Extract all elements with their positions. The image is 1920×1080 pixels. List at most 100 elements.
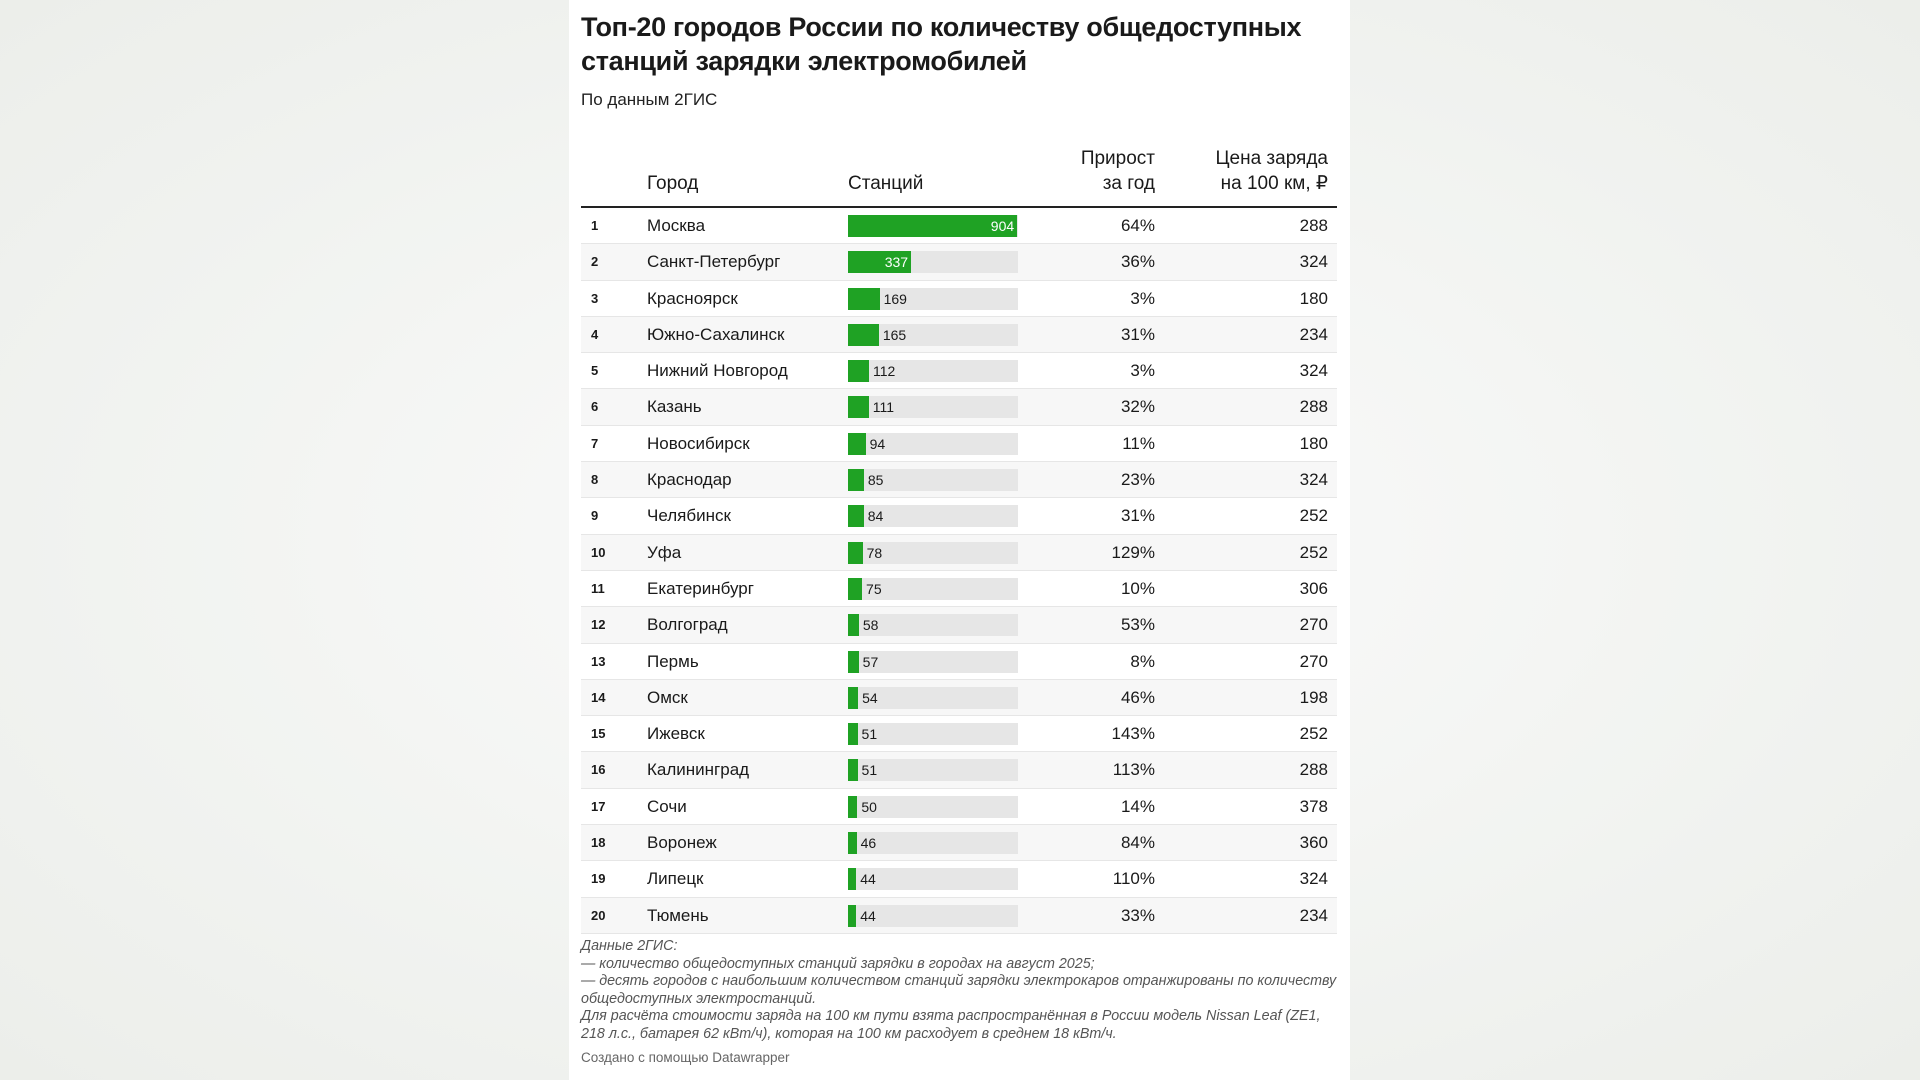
footnote-line: — количество общедоступных станций заряд… xyxy=(581,955,1095,972)
city-cell: Южно-Сахалинск xyxy=(647,324,785,344)
stations-bar-track: 58 xyxy=(848,614,1018,637)
price-cell: 234 xyxy=(1299,324,1328,344)
stations-bar xyxy=(848,868,857,891)
stations-bar-track: 84 xyxy=(848,505,1018,528)
stations-bar-track: 904 xyxy=(848,215,1018,237)
header-growth-line1: Прирост xyxy=(1080,148,1155,169)
table-body: 1 Москва 904 64% 288 2 Санкт-Петербург 337 36% 32… xyxy=(581,208,1337,934)
city-cell: Липецк xyxy=(647,869,704,889)
table-row: 5 Нижний Новгород 112 3% 324 xyxy=(581,353,1337,390)
credit-text: Создано с помощью Datawrapper xyxy=(581,1050,790,1065)
footnotes: Данные 2ГИС: — количество общедоступных … xyxy=(581,938,1341,1044)
stations-value-label: 94 xyxy=(869,435,886,452)
stations-bar xyxy=(848,215,1018,237)
stations-bar xyxy=(848,323,879,346)
rank-cell: 12 xyxy=(591,617,606,633)
rank-cell: 20 xyxy=(591,907,606,923)
stations-bar-track: 57 xyxy=(848,650,1018,673)
stations-bar-track: 44 xyxy=(848,904,1018,927)
rank-cell: 11 xyxy=(591,580,605,596)
city-cell: Уфа xyxy=(647,542,682,562)
stations-value-label: 112 xyxy=(872,363,896,380)
stations-value-label: 54 xyxy=(862,689,878,706)
city-cell: Нижний Новгород xyxy=(647,361,788,381)
table-row: 2 Санкт-Петербург 337 36% 324 xyxy=(581,244,1337,281)
table-row: 10 Уфа 78 129% 252 xyxy=(581,534,1337,571)
stations-value-label: 78 xyxy=(866,544,883,561)
header-price: Цена заряда на 100 км, ₽ xyxy=(1215,146,1328,196)
city-cell: Краснодар xyxy=(647,470,732,490)
stations-bar xyxy=(848,360,869,383)
growth-cell: 10% xyxy=(1120,578,1155,598)
rank-cell: 8 xyxy=(591,472,599,488)
city-cell: Сочи xyxy=(647,796,687,816)
table-row: 19 Липецк 44 110% 324 xyxy=(581,861,1337,898)
stations-bar xyxy=(848,832,857,855)
rank-cell: 10 xyxy=(591,544,606,560)
stations-value-label: 165 xyxy=(882,326,907,343)
stations-bar xyxy=(848,614,859,637)
rank-cell: 3 xyxy=(591,290,599,306)
growth-cell: 143% xyxy=(1111,724,1155,744)
chart-title: Топ-20 городов России по количеству обще… xyxy=(581,12,1302,76)
growth-cell: 129% xyxy=(1111,542,1155,562)
growth-cell: 36% xyxy=(1120,252,1155,272)
stations-bar xyxy=(848,904,857,927)
city-cell: Новосибирск xyxy=(647,433,750,453)
price-cell: 324 xyxy=(1299,361,1328,381)
price-cell: 324 xyxy=(1299,869,1328,889)
growth-cell: 31% xyxy=(1120,324,1155,344)
table-row: 17 Сочи 50 14% 378 xyxy=(581,789,1337,826)
table-row: 12 Волгоград 58 53% 270 xyxy=(581,607,1337,644)
growth-cell: 46% xyxy=(1120,687,1155,707)
stations-value-label: 169 xyxy=(883,290,907,307)
rank-cell: 6 xyxy=(591,399,599,415)
price-cell: 378 xyxy=(1299,796,1328,816)
rank-cell: 17 xyxy=(591,798,606,814)
table-row: 11 Екатеринбург 75 10% 306 xyxy=(581,571,1337,608)
price-cell: 360 xyxy=(1299,833,1328,853)
growth-cell: 3% xyxy=(1130,361,1155,381)
rank-cell: 18 xyxy=(591,835,606,851)
stations-bar-track: 112 xyxy=(848,360,1018,383)
stations-bar xyxy=(848,541,863,564)
stations-value-label: 337 xyxy=(884,254,909,271)
city-cell: Казань xyxy=(647,397,702,417)
stations-value-label: 84 xyxy=(867,508,884,525)
table-row: 8 Краснодар 85 23% 324 xyxy=(581,462,1337,499)
city-cell: Тюмень xyxy=(647,905,709,925)
growth-cell: 64% xyxy=(1120,216,1155,235)
price-cell: 198 xyxy=(1299,687,1328,707)
price-cell: 252 xyxy=(1299,542,1328,562)
table-row: 4 Южно-Сахалинск 165 31% 234 xyxy=(581,316,1337,354)
table-row: 16 Калининград 51 113% 288 xyxy=(581,752,1337,789)
stations-value-label: 50 xyxy=(861,798,877,815)
stations-bar-track: 51 xyxy=(848,723,1018,746)
stations-bar-track: 165 xyxy=(848,323,1018,346)
table-row: 6 Казань 111 32% 288 xyxy=(581,389,1337,426)
rank-cell: 1 xyxy=(591,218,599,233)
stations-value-label: 57 xyxy=(862,653,879,670)
price-cell: 324 xyxy=(1299,470,1328,490)
growth-cell: 3% xyxy=(1130,288,1155,308)
header-stations: Станций xyxy=(848,173,924,194)
stations-bar xyxy=(848,396,869,419)
header-price-line2: на 100 км, ₽ xyxy=(1220,173,1328,194)
city-cell: Челябинск xyxy=(647,506,731,526)
stations-bar xyxy=(848,577,863,600)
price-cell: 234 xyxy=(1299,905,1328,925)
price-cell: 252 xyxy=(1299,506,1328,526)
city-cell: Екатеринбург xyxy=(647,578,754,598)
city-cell: Красноярск xyxy=(647,288,738,308)
stations-bar-track: 78 xyxy=(848,541,1018,564)
table-row: 18 Воронеж 46 84% 360 xyxy=(581,825,1337,862)
city-cell: Воронеж xyxy=(647,833,717,853)
price-cell: 252 xyxy=(1299,724,1328,744)
rank-cell: 2 xyxy=(591,254,599,270)
rank-cell: 14 xyxy=(591,689,606,705)
stations-bar xyxy=(848,795,858,818)
stations-bar-track: 75 xyxy=(848,577,1018,600)
growth-cell: 32% xyxy=(1120,397,1155,417)
growth-cell: 11% xyxy=(1122,433,1155,453)
table-header: Город Станций Прирост за год Цена заряда… xyxy=(581,140,1337,208)
